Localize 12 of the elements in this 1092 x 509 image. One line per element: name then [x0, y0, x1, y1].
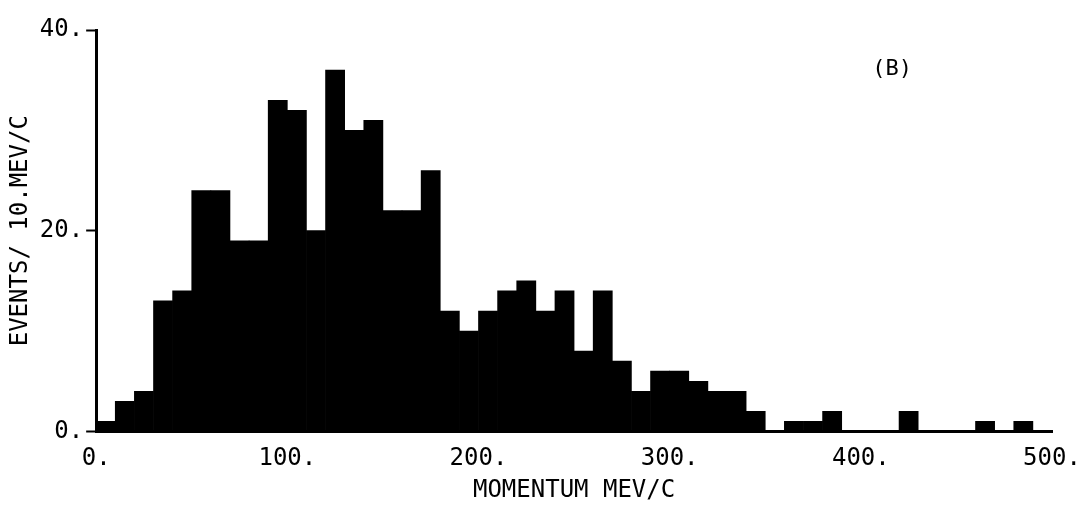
x-tick-label: 0. — [81, 443, 111, 472]
annotation: (B) — [872, 54, 912, 80]
y-tick-label: 20. — [39, 214, 84, 243]
x-tick-label: 100. — [258, 443, 317, 472]
y-axis-title: EVENTS/ 10.MEV/C — [4, 115, 33, 347]
x-tick-label: 400. — [831, 443, 890, 472]
y-tick-label: 0. — [54, 415, 84, 444]
x-tick-label: 200. — [449, 443, 508, 472]
x-tick-label: 500. — [1023, 443, 1081, 472]
x-axis-title: MOMENTUM MEV/C — [472, 474, 676, 503]
y-tick-label: 40. — [39, 14, 84, 43]
x-tick-label: 300. — [640, 443, 699, 472]
